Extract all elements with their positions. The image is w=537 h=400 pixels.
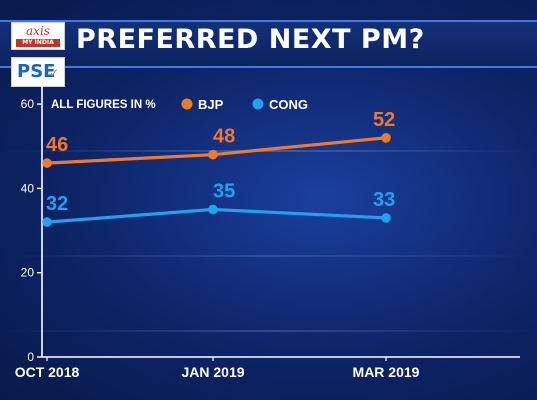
y-tick-label: 60 [21, 97, 35, 111]
data-label-bjp: 48 [213, 126, 235, 148]
background-streak [0, 150, 537, 152]
data-label-cong: 33 [373, 189, 395, 211]
units-note: ALL FIGURES IN % [51, 99, 156, 111]
data-label-cong: 35 [213, 180, 235, 202]
pse-logo: PSE ✓ [11, 57, 65, 87]
axis-my-india-logo: axis MY INDIA [11, 22, 65, 50]
y-tick-label: 40 [21, 181, 35, 195]
title-bar: PREFERRED NEXT PM? [0, 20, 537, 68]
logo-axis-word: axis [26, 24, 50, 38]
chart-series: 46 48 52 32 35 33 [42, 109, 395, 227]
y-tick-label: 20 [21, 266, 35, 280]
data-label-bjp: 52 [373, 109, 395, 131]
y-axis-ticks: 0 20 40 60 [21, 97, 42, 364]
logo-myindia-word: MY INDIA [16, 39, 60, 47]
y-tick-label: 0 [27, 350, 34, 364]
logo-pse-word: PSE [17, 61, 56, 82]
x-axis-labels: OCT 2018 JAN 2019 MAR 2019 [15, 357, 420, 380]
data-point-bjp [381, 133, 391, 143]
data-point-cong [42, 217, 52, 227]
pse-check-icon: ✓ [48, 66, 59, 80]
data-point-bjp [42, 158, 52, 168]
data-point-cong [208, 204, 218, 215]
chart-title: PREFERRED NEXT PM? [76, 24, 425, 55]
legend-marker-cong [252, 98, 264, 110]
data-label-cong: 32 [46, 193, 68, 215]
data-point-cong [381, 213, 391, 223]
legend-marker-bjp [181, 98, 193, 110]
x-tick-label: JAN 2019 [181, 364, 244, 380]
legend-label-bjp: BJP [198, 97, 224, 112]
data-label-bjp: 46 [46, 134, 68, 156]
x-tick-label: OCT 2018 [15, 364, 80, 380]
background-streak [0, 330, 537, 332]
x-tick-label: MAR 2019 [353, 364, 420, 380]
chart-legend: BJP CONG [181, 97, 308, 112]
data-point-bjp [208, 149, 218, 160]
background-streak [0, 255, 537, 257]
legend-label-cong: CONG [269, 97, 308, 112]
chart-axes [41, 83, 520, 358]
